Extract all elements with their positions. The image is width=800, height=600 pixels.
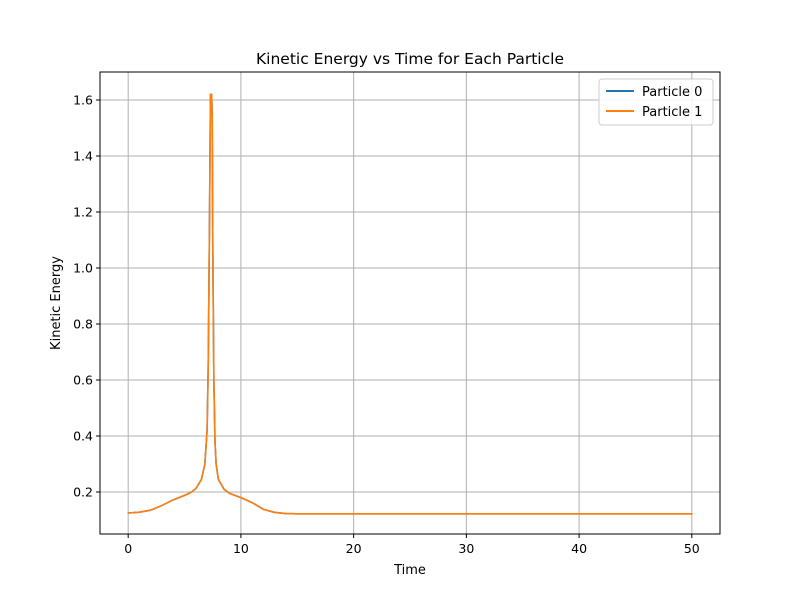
grid-lines [100, 72, 720, 534]
y-tick-label: 1.2 [73, 205, 93, 220]
y-tick-label: 0.6 [73, 373, 93, 388]
y-tick-label: 0.8 [73, 317, 93, 332]
x-tick-label: 30 [458, 541, 474, 556]
x-axis-label: Time [393, 563, 426, 578]
legend-label-particle-0: Particle 0 [642, 85, 702, 100]
y-tick-label: 1.0 [73, 261, 93, 276]
y-tick-label: 1.4 [73, 149, 93, 164]
y-tick-label: 0.2 [73, 485, 93, 500]
y-axis-label: Kinetic Energy [49, 256, 64, 350]
x-tick-label: 20 [346, 541, 362, 556]
series-lines [127, 93, 693, 515]
x-tick-label: 0 [124, 541, 132, 556]
axis-ticks: 0 10 20 30 40 50 0.2 0.4 0.6 0.8 1.0 1.2 1.4 1.6 [73, 93, 700, 557]
plot-frame [99, 71, 721, 535]
series-line-particle-1 [127, 93, 693, 515]
x-tick-label: 40 [571, 541, 587, 556]
legend: Particle 0 Particle 1 [598, 78, 714, 126]
x-tick-label: 10 [233, 541, 249, 556]
plot-area [100, 72, 720, 534]
y-tick-label: 1.6 [73, 93, 93, 108]
chart-title: Kinetic Energy vs Time for Each Particle [256, 50, 564, 68]
legend-label-particle-1: Particle 1 [642, 105, 702, 120]
y-tick-label: 0.4 [73, 429, 93, 444]
x-tick-label: 50 [684, 541, 700, 556]
